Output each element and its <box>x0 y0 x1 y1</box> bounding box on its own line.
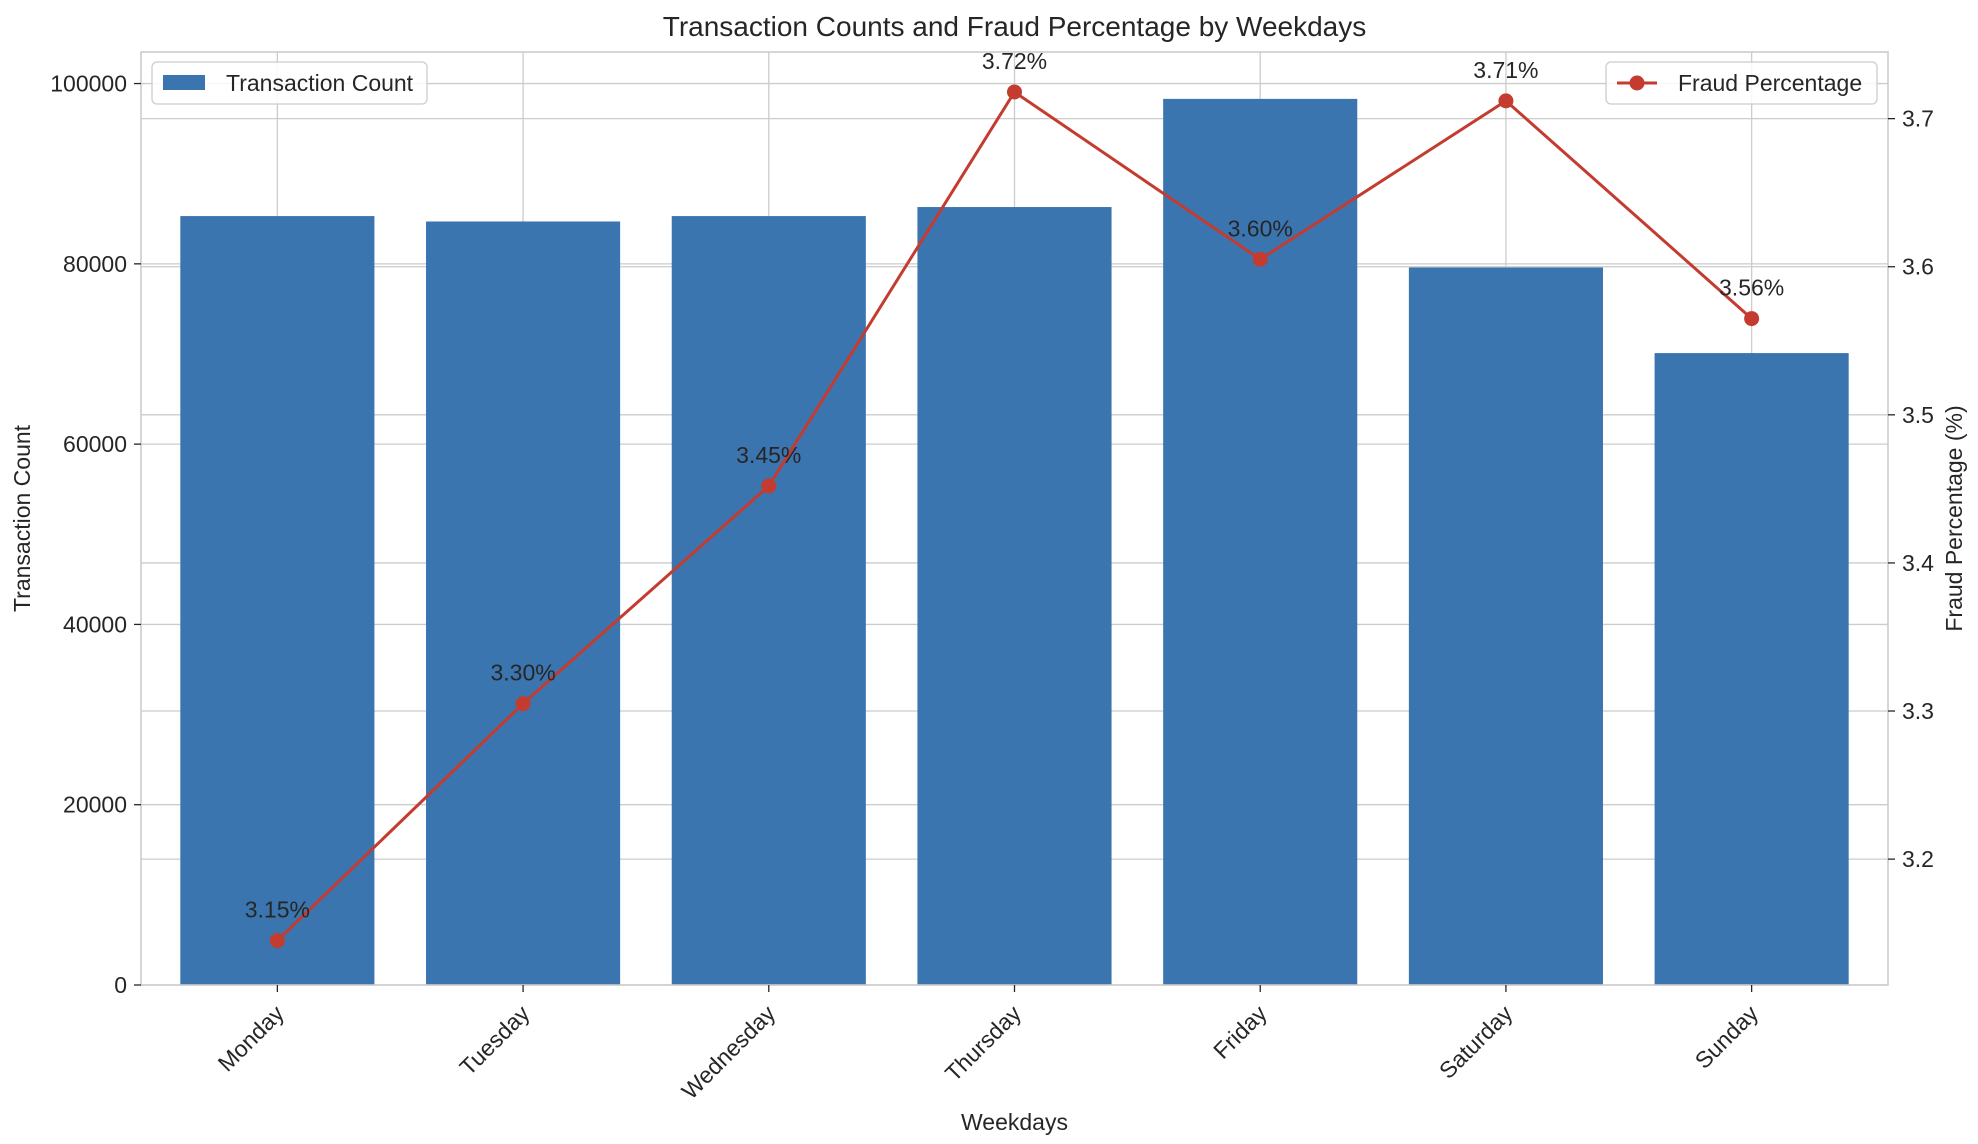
bar-saturday <box>1408 267 1603 985</box>
bar-sunday <box>1654 353 1849 985</box>
fraud-data-label: 3.71% <box>1473 57 1538 83</box>
legend-box <box>151 61 428 105</box>
chart-title: Transaction Counts and Fraud Percentage … <box>663 11 1367 42</box>
y2-tick-label: 3.2 <box>1902 846 1934 872</box>
y2-tick-label: 3.3 <box>1902 698 1934 724</box>
fraud-point-wednesday <box>761 478 777 494</box>
fraud-data-label: 3.56% <box>1719 275 1784 301</box>
fraud-data-label: 3.45% <box>736 442 801 468</box>
legend-bar-swatch <box>163 75 205 90</box>
y-axis-label: Transaction Count <box>9 424 35 612</box>
y-tick-label: 80000 <box>63 251 127 277</box>
x-tick-label: Tuesday <box>454 1000 535 1081</box>
y-tick-label: 20000 <box>63 792 127 818</box>
line-series <box>269 84 1760 949</box>
fraud-point-tuesday <box>515 696 531 712</box>
y-tick-label: 100000 <box>50 71 127 97</box>
legend-fraud-percentage: Fraud Percentage <box>1605 61 1878 105</box>
fraud-point-monday <box>269 933 285 949</box>
fraud-point-saturday <box>1498 93 1514 109</box>
y2-tick-label: 3.7 <box>1902 106 1934 132</box>
fraud-data-label: 3.15% <box>245 897 310 923</box>
x-tick-label: Monday <box>213 1000 290 1077</box>
y-tick-label: 40000 <box>63 611 127 637</box>
fraud-data-label: 3.30% <box>490 660 555 686</box>
y2-axis-label: Fraud Percentage (%) <box>1941 405 1967 631</box>
y2-tick-label: 3.6 <box>1902 254 1934 280</box>
legend-label: Transaction Count <box>226 70 414 96</box>
y-tick-label: 0 <box>114 972 127 998</box>
bar-series <box>180 98 1849 986</box>
y2-tick-label: 3.4 <box>1902 550 1934 576</box>
x-axis-label: Weekdays <box>961 1109 1068 1135</box>
data-labels: 3.15% 3.30% 3.45% 3.72% 3.60% 3.71% 3.56% <box>245 48 1784 923</box>
fraud-data-label: 3.60% <box>1228 215 1293 241</box>
x-tick-label: Sunday <box>1690 1000 1764 1074</box>
x-tick-label: Friday <box>1208 1000 1272 1064</box>
legend-marker-swatch <box>1629 75 1645 91</box>
bar-thursday <box>917 207 1112 986</box>
y2-tick-label: 3.5 <box>1902 402 1934 428</box>
y-tick-label: 60000 <box>63 431 127 457</box>
fraud-data-label: 3.72% <box>982 48 1047 74</box>
x-tick-label: Thursday <box>940 1000 1027 1087</box>
x-tick-label: Saturday <box>1434 1000 1518 1084</box>
x-tick-label: Wednesday <box>676 1000 780 1104</box>
bar-tuesday <box>426 221 621 985</box>
fraud-point-thursday <box>1007 84 1022 100</box>
bar-wednesday <box>671 216 866 985</box>
legend-label: Fraud Percentage <box>1678 70 1862 96</box>
fraud-point-sunday <box>1744 311 1760 327</box>
legend-box <box>1605 61 1878 105</box>
bar-monday <box>180 216 375 985</box>
fraud-point-friday <box>1252 251 1268 267</box>
legend-transaction-count: Transaction Count <box>151 61 428 105</box>
bar-friday <box>1163 98 1358 985</box>
